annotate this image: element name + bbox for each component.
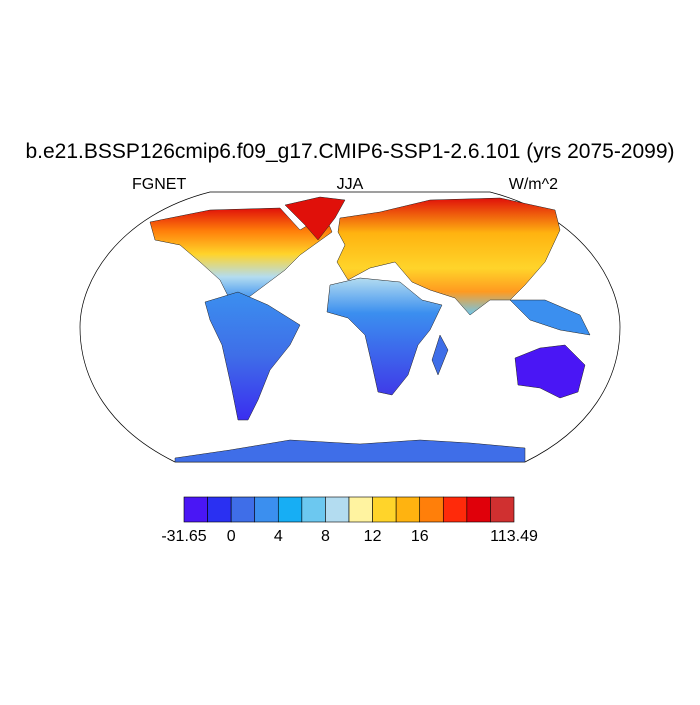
subtitle-left: FGNET <box>132 176 186 193</box>
africa <box>326 277 443 396</box>
north-america <box>149 207 333 301</box>
southeast-asia <box>509 299 591 336</box>
colorbar-box <box>207 496 232 523</box>
colorbar-box <box>372 496 397 523</box>
colorbar-label: -31.65 <box>161 528 206 545</box>
colorbar-box <box>490 496 515 523</box>
colorbar-label: 113.49 <box>490 528 538 545</box>
colorbar-box <box>419 496 444 523</box>
colorbar-box <box>325 496 350 523</box>
colorbar-box <box>348 496 373 523</box>
greenland <box>284 196 346 241</box>
colorbar-label: 0 <box>227 528 236 545</box>
madagascar <box>431 334 449 376</box>
subtitle-center: JJA <box>337 176 364 193</box>
colorbar-box <box>442 496 468 523</box>
colorbar-box <box>395 496 421 523</box>
colorbar-box <box>230 496 256 523</box>
antarctica <box>174 439 526 463</box>
colorbar-box <box>466 496 491 523</box>
colorbar-box <box>301 496 326 523</box>
south-america <box>204 291 301 421</box>
subtitle-right: W/m^2 <box>509 176 558 193</box>
australia <box>514 344 586 399</box>
colorbar-label: 12 <box>364 528 382 545</box>
colorbar-box <box>277 496 303 523</box>
map <box>79 191 621 463</box>
colorbar-label: 4 <box>274 528 283 545</box>
colorbar-label: 8 <box>321 528 330 545</box>
eurasia <box>336 197 561 316</box>
colorbar-box <box>254 496 279 523</box>
colorbar: -31.65 0 4 8 12 16 113.49 <box>161 496 538 545</box>
title: b.e21.BSSP126cmip6.f09_g17.CMIP6-SSP1-2.… <box>25 140 674 163</box>
colorbar-box <box>183 496 208 523</box>
colorbar-label: 16 <box>411 528 429 545</box>
